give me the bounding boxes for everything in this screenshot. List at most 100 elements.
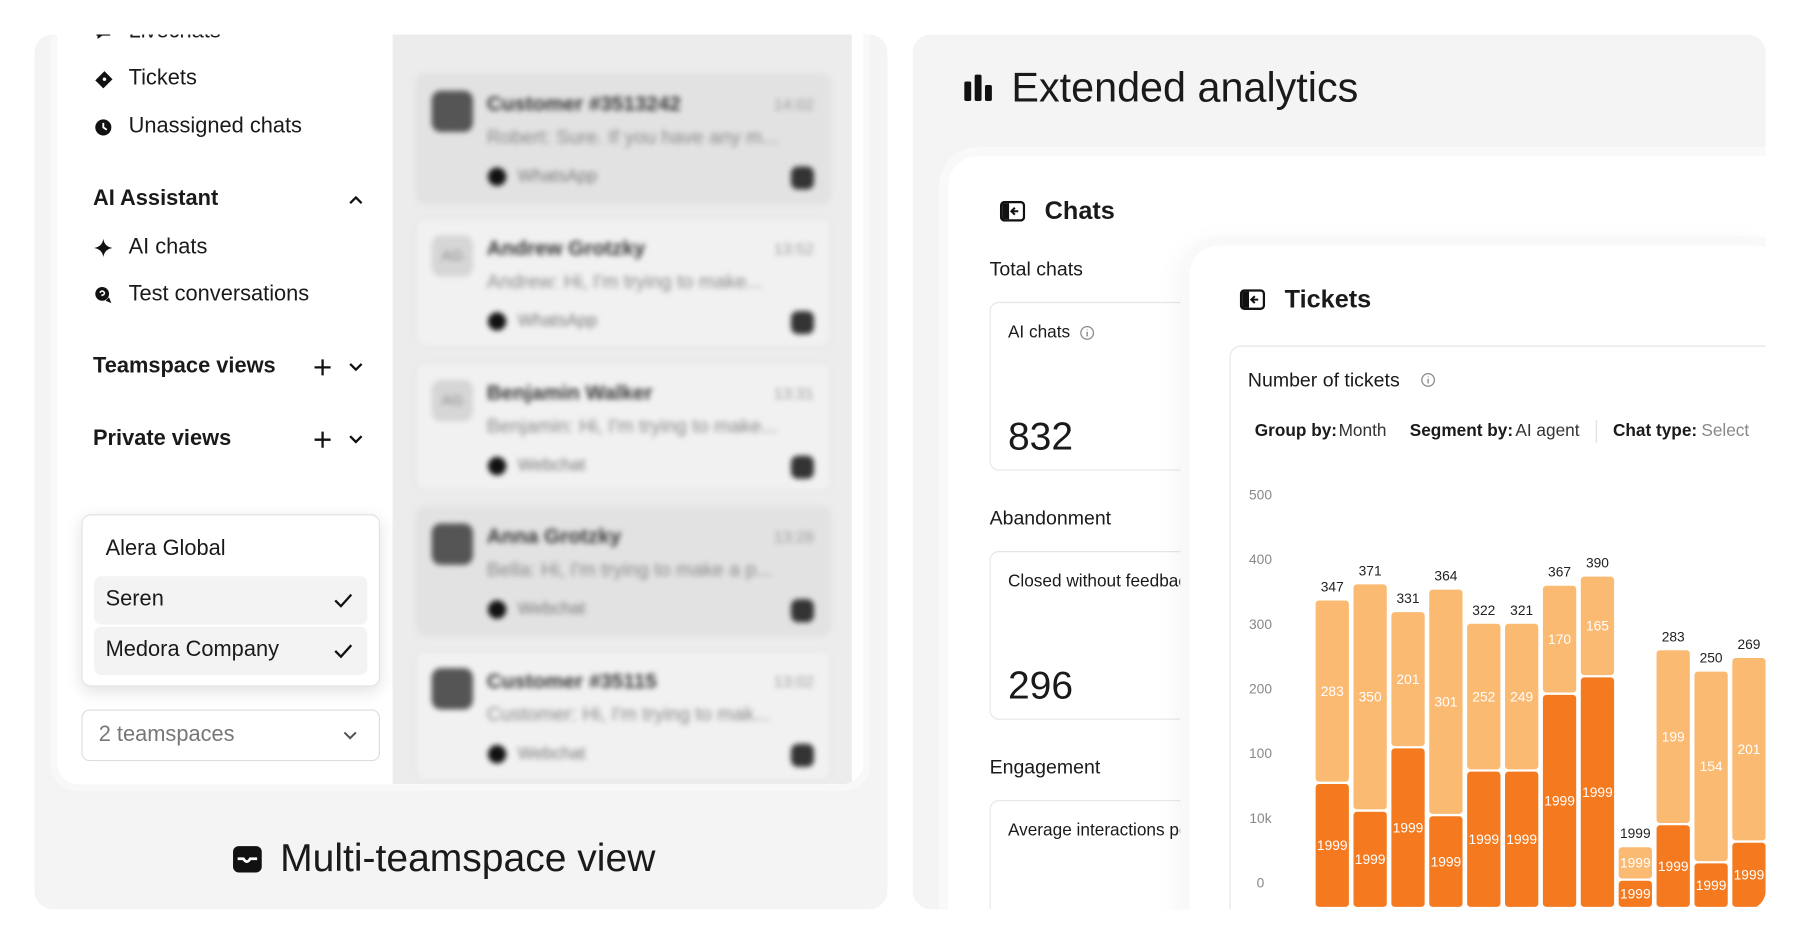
avatar	[431, 523, 473, 565]
teamspace-selector[interactable]: 2 teamspaces	[81, 709, 380, 762]
bar-segment	[1732, 842, 1766, 907]
selector-text: 2 teamspaces	[98, 722, 235, 747]
nav-item[interactable]: Unassigned chats	[128, 114, 302, 139]
conversation-card[interactable]: AG Benjamin Walker 13:31 Benjamin: Hi, I'm …	[415, 362, 832, 492]
time: 13:28	[773, 527, 814, 546]
nav-item[interactable]: AI chats	[128, 234, 208, 259]
check-icon	[334, 593, 353, 608]
segment-label: 170	[1548, 632, 1571, 647]
dropdown-option[interactable]: Medora Company	[105, 637, 279, 662]
segment-label: 283	[1321, 684, 1344, 699]
nav-icon	[94, 238, 113, 258]
segment-label: 1999	[1317, 838, 1348, 853]
conversation-card[interactable]: AG Andrew Grotzky 13:52 Andrew: Hi, I'm try…	[415, 218, 832, 347]
bar-segment	[1315, 600, 1349, 782]
time: 13:02	[773, 672, 814, 691]
filter-value[interactable]: AI agent	[1515, 421, 1580, 441]
agent-avatar	[790, 599, 814, 623]
total-label: 390	[1586, 556, 1609, 571]
sidebar: Livechats Tickets Unassigned chats AI Assis…	[57, 34, 390, 784]
segment-label: 301	[1434, 695, 1457, 710]
y-tick-label: 10k	[1249, 811, 1271, 826]
segment-label: 1999	[1393, 820, 1424, 835]
preview: Andrew: Hi, I'm trying to make...	[486, 270, 763, 293]
preview: Benjamin: Hi, I'm trying to make...	[486, 415, 778, 438]
filter-key[interactable]: Segment by:	[1409, 421, 1514, 441]
section-heading: Abandonment	[989, 507, 1112, 530]
bar-segment	[1580, 576, 1615, 676]
contact-name: Customer #3513242	[486, 92, 681, 116]
section-header[interactable]: Teamspace views	[92, 354, 276, 379]
chart-box: Number of tickets Group by: Month Segment …	[1229, 345, 1766, 910]
dropdown-option[interactable]: Alera Global	[105, 536, 226, 561]
inbox-icon	[233, 846, 262, 873]
total-label: 321	[1510, 603, 1533, 618]
dropdown-option[interactable]: Seren	[105, 587, 164, 612]
y-tick-label: 0	[1257, 876, 1265, 891]
segment-label: 1999	[1620, 887, 1651, 902]
total-label: 269	[1737, 637, 1760, 652]
segment-label: 1999	[1582, 785, 1613, 800]
y-tick-label: 400	[1249, 552, 1272, 567]
preview: Robert: Sure. If you have any m...	[486, 126, 779, 148]
bar-segment	[1429, 589, 1463, 814]
preview: Bella: Hi, I'm trying to make a p...	[486, 558, 773, 581]
time: 14:02	[773, 94, 814, 114]
bar-segment	[1391, 748, 1425, 907]
section-header[interactable]: Private views	[92, 426, 232, 451]
bar-segment	[1353, 584, 1387, 810]
nav-item[interactable]: Test conversations	[128, 281, 310, 307]
conversation-card[interactable]: Anna Grotzky 13:28 Bella: Hi, I'm trying t…	[415, 506, 832, 636]
conversation-card[interactable]: Customer #3513242 14:02 Robert: Sure. If y…	[415, 73, 832, 205]
info-icon	[1080, 325, 1095, 340]
metric-label: AI chats	[1007, 322, 1071, 343]
bar-segment	[1505, 623, 1539, 770]
channel: Webchat	[517, 455, 586, 476]
segment-label: 1999	[1658, 859, 1689, 874]
filter-key[interactable]: Group by:	[1254, 421, 1338, 441]
section-header[interactable]: AI Assistant	[92, 186, 219, 211]
bar-segment	[1391, 612, 1425, 747]
bar-segment	[1353, 811, 1387, 907]
filter-key[interactable]: Chat type:	[1612, 421, 1698, 441]
filter-value[interactable]: Select	[1701, 421, 1750, 441]
conversation-list: Customer #3513242 14:02 Robert: Sure. If y…	[392, 34, 852, 785]
nav-item[interactable]: Tickets	[128, 66, 197, 91]
agent-avatar	[790, 743, 814, 767]
nav-icon	[95, 71, 113, 89]
segment-label: 1999	[1734, 868, 1765, 883]
channel-icon	[487, 456, 507, 476]
app-window: Customer #3513242 14:02 Robert: Sure. If y…	[57, 34, 864, 785]
conversation-card[interactable]: Customer #35115 13:02 Customer: Hi, I'm tr…	[415, 650, 832, 781]
segment-label: 1999	[1431, 854, 1462, 869]
caption: Multi-teamspace view	[280, 836, 656, 881]
total-label: 367	[1548, 565, 1571, 580]
card-title: Tickets	[1284, 284, 1372, 314]
nav-icon	[95, 287, 112, 304]
filter-value[interactable]: Month	[1338, 421, 1387, 441]
total-label: 364	[1434, 569, 1457, 584]
channel: Webchat	[517, 599, 586, 619]
y-tick-label: 300	[1249, 617, 1272, 632]
segment-label: 350	[1359, 690, 1382, 705]
bar-segment	[1694, 863, 1728, 907]
filter-divider	[1595, 420, 1597, 444]
segment-label: 201	[1737, 742, 1760, 757]
channel-icon	[487, 745, 507, 764]
segment-label: 1999	[1544, 794, 1575, 809]
segment-label: 249	[1510, 689, 1533, 704]
total-label: 1999	[1620, 826, 1651, 841]
contact-name: Benjamin Walker	[486, 381, 653, 405]
contact-name: Customer #35115	[486, 669, 657, 693]
channel: WhatsApp	[517, 311, 598, 331]
option-highlight	[94, 626, 368, 676]
chevron-down	[349, 435, 363, 444]
panel-title: Extended analytics	[1011, 63, 1359, 111]
agent-avatar	[790, 455, 814, 479]
chevron-down	[349, 363, 363, 372]
total-label: 322	[1472, 603, 1495, 618]
segment-label: 199	[1662, 729, 1685, 744]
section-heading: Total chats	[989, 258, 1083, 280]
nav-item[interactable]: Livechats	[129, 34, 221, 45]
